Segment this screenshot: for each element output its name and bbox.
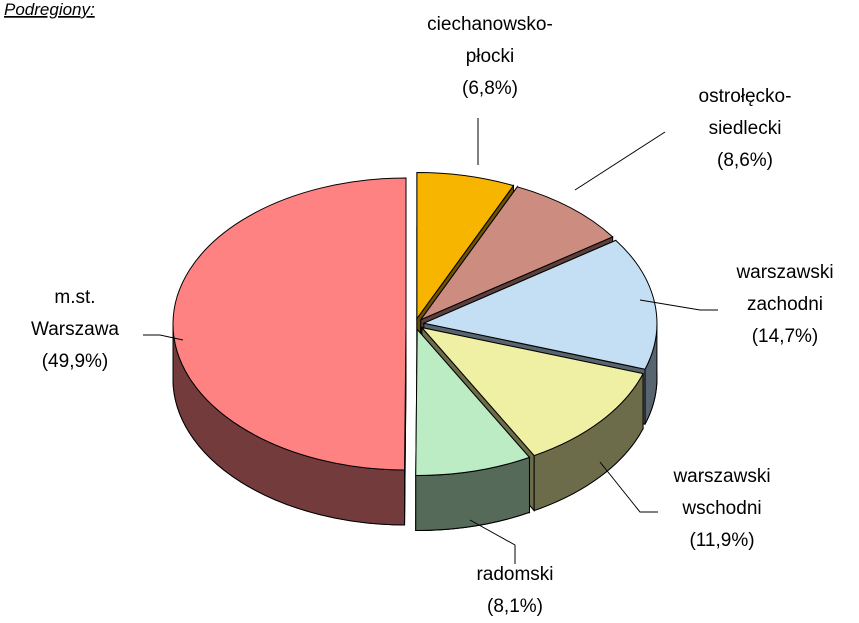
leader-line [574, 131, 666, 191]
pie-slice [415, 328, 531, 531]
value-label: (8,6%) [717, 150, 773, 171]
label-line: m.st. [54, 287, 95, 308]
value-label: (49,9%) [42, 351, 109, 372]
label-line: siedlecki [709, 118, 782, 139]
slice-label: ostrołęcko-siedlecki [699, 86, 792, 139]
leader-line [143, 334, 184, 341]
value-label: (11,9%) [689, 530, 754, 551]
leader-line [639, 299, 718, 311]
slice-label: warszawski wschodni [672, 466, 770, 519]
slice-top [416, 171, 515, 321]
chart-title: Podregiony: [4, 0, 95, 19]
pie-slice [172, 177, 407, 526]
value-label: (6,8%) [462, 78, 518, 99]
slice-top [419, 186, 614, 321]
label-line: warszawski [672, 466, 770, 487]
leader-line [599, 461, 658, 513]
value-label: (14,7%) [752, 326, 819, 347]
label-line: płocki [466, 46, 515, 67]
label-line: zachodni [747, 294, 823, 315]
label-line: radomski [476, 564, 553, 585]
label-line: warszawski [735, 262, 833, 283]
slice-top [420, 326, 644, 457]
value-label: (8,1%) [487, 596, 543, 617]
label-line: wschodni [681, 498, 761, 519]
slice-label: ciechanowsko-płocki [427, 14, 553, 67]
slice-top [415, 328, 531, 476]
label-line: Warszawa [31, 319, 119, 340]
slice-top [172, 177, 407, 471]
label-line: ostrołęcko- [699, 86, 792, 107]
label-line: ciechanowsko- [427, 14, 553, 35]
slice-label: warszawski zachodni [735, 262, 833, 315]
slice-label: m.st. Warszawa [31, 287, 119, 340]
slice-label: radomski [476, 564, 553, 585]
leader-line [469, 519, 516, 564]
